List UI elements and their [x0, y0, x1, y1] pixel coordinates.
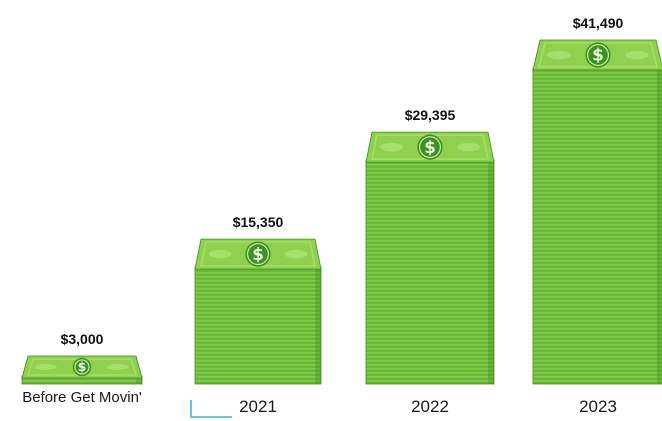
stack-edge-1	[315, 267, 321, 384]
stack-edge-2	[488, 160, 494, 384]
stack-edge-3	[657, 68, 662, 384]
category-label-2: 2022	[411, 397, 449, 416]
bar-3: $	[533, 40, 662, 384]
dollar-sign-icon: $	[78, 359, 87, 374]
category-label-1: 2021	[239, 397, 277, 416]
value-label-1: $15,350	[233, 214, 284, 230]
dollar-sign-icon: $	[424, 138, 436, 158]
stack-body-2	[366, 160, 494, 384]
bill-ornament-1-1	[284, 250, 307, 258]
bill-ornament-3-0	[547, 51, 570, 59]
value-label-3: $41,490	[573, 15, 624, 31]
bill-ornament-3-1	[625, 51, 648, 59]
stack-body-3	[533, 68, 662, 384]
axis-tick-mark	[190, 400, 192, 418]
value-label-2: $29,395	[405, 107, 456, 123]
bar-1: $	[195, 239, 321, 384]
bar-2: $	[366, 132, 494, 384]
axis-tick-base	[190, 416, 232, 418]
bill-ornament-2-0	[380, 143, 403, 151]
bill-ornament-1-0	[209, 250, 232, 258]
bill-ornament-0-0	[35, 364, 57, 370]
dollar-sign-icon: $	[252, 245, 264, 265]
dollar-sign-icon: $	[592, 46, 604, 66]
value-label-0: $3,000	[61, 331, 104, 347]
bill-ornament-0-1	[107, 364, 129, 370]
bars-layer: $ $ $ $	[22, 40, 662, 384]
bar-0: $	[22, 356, 142, 384]
category-label-0: Before Get Movin'	[22, 389, 142, 406]
bill-ornament-2-1	[457, 143, 480, 151]
category-label-3: 2023	[579, 397, 617, 416]
stack-body-1	[195, 267, 321, 384]
